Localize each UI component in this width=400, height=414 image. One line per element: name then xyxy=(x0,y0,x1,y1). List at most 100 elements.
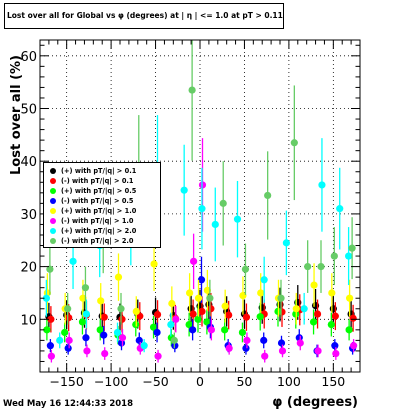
y-tick-label: 20 xyxy=(20,261,37,276)
x-tick-label: 0 xyxy=(196,374,204,389)
data-point xyxy=(277,294,285,302)
data-point xyxy=(206,294,214,302)
data-point xyxy=(310,281,318,289)
data-point xyxy=(282,239,290,247)
legend-item: (+) with pT/|q| > 0.5 xyxy=(44,186,162,196)
data-point xyxy=(219,199,227,207)
data-point xyxy=(318,181,326,189)
data-point xyxy=(198,307,206,315)
data-point xyxy=(330,252,338,260)
legend-label: (-) with pT/|q| > 1.0 xyxy=(61,217,134,225)
data-point xyxy=(203,286,211,294)
data-point xyxy=(78,318,87,326)
data-point xyxy=(194,294,203,302)
data-point xyxy=(309,318,318,326)
legend-marker xyxy=(50,218,56,224)
data-point xyxy=(350,342,358,350)
x-tick-label: −100 xyxy=(94,374,128,389)
data-point xyxy=(257,289,265,297)
data-point xyxy=(292,305,300,313)
data-point xyxy=(82,334,90,342)
data-point xyxy=(69,257,77,265)
legend-marker xyxy=(50,208,56,214)
data-point xyxy=(207,326,215,334)
data-point xyxy=(290,139,298,147)
data-point xyxy=(238,328,247,337)
data-point xyxy=(100,313,108,321)
legend-marker xyxy=(50,188,56,194)
data-point xyxy=(96,326,104,334)
data-point xyxy=(140,342,148,350)
legend: (+) with pT/|q| > 0.1 (-) with pT/|q| > … xyxy=(43,162,161,248)
data-point xyxy=(336,205,344,213)
data-point xyxy=(260,336,268,344)
data-point xyxy=(101,349,109,358)
data-point xyxy=(43,326,51,334)
data-point xyxy=(64,344,72,352)
data-point xyxy=(113,328,122,337)
axes: −150 −100 −50 0 50 100 150 10 20 30 40 50 60 xyxy=(20,39,361,389)
data-point xyxy=(331,312,339,320)
data-point xyxy=(56,336,64,344)
data-point xyxy=(170,336,178,344)
data-point xyxy=(190,257,198,265)
data-point xyxy=(349,314,357,322)
data-point xyxy=(154,352,162,360)
legend-marker xyxy=(50,228,56,234)
data-point xyxy=(327,320,335,329)
data-point xyxy=(42,294,50,302)
data-point xyxy=(118,315,126,323)
data-point xyxy=(132,307,140,315)
data-point xyxy=(135,336,143,344)
legend-marker xyxy=(50,198,56,204)
data-point xyxy=(100,331,108,339)
data-point xyxy=(150,260,158,268)
data-point xyxy=(277,339,286,347)
legend-item: (+) with pT/|q| > 0.1 xyxy=(44,166,162,176)
data-point xyxy=(186,289,194,297)
data-point xyxy=(207,305,215,313)
data-point xyxy=(300,305,308,313)
data-point xyxy=(168,299,176,308)
data-point xyxy=(331,342,339,350)
legend-marker xyxy=(50,178,56,184)
data-point xyxy=(296,339,304,347)
data-point xyxy=(153,328,161,337)
legend-label: (-) with pT/|q| > 0.5 xyxy=(61,197,134,205)
data-point xyxy=(239,291,247,300)
data-point xyxy=(243,336,251,344)
data-markers xyxy=(42,40,358,363)
data-point xyxy=(304,263,312,271)
data-point xyxy=(233,215,242,223)
timestamp: Wed May 16 12:44:33 2018 xyxy=(3,399,134,409)
data-point xyxy=(345,326,353,334)
legend-label: (-) with pT/|q| > 2.0 xyxy=(61,237,134,245)
data-point xyxy=(348,244,356,252)
data-point xyxy=(225,344,233,352)
x-tick-label: 100 xyxy=(277,374,301,389)
data-point xyxy=(118,334,127,342)
data-point xyxy=(167,320,175,329)
legend-marker xyxy=(50,238,56,244)
data-point xyxy=(149,323,158,331)
data-point xyxy=(197,276,206,284)
data-point xyxy=(194,315,202,323)
legend-label: (+) with pT/|q| > 2.0 xyxy=(61,227,137,235)
legend-marker xyxy=(50,168,56,174)
data-point xyxy=(256,313,264,321)
legend-item: (-) with pT/|q| > 0.5 xyxy=(44,196,162,206)
data-point xyxy=(346,294,354,302)
data-point xyxy=(114,273,123,281)
x-tick-label: −50 xyxy=(142,374,168,389)
data-point xyxy=(203,318,211,326)
data-point xyxy=(189,310,197,318)
legend-item: (+) with pT/|q| > 1.0 xyxy=(44,206,162,216)
data-point xyxy=(221,326,229,334)
legend-item: (-) with pT/|q| > 0.1 xyxy=(44,176,162,186)
data-point xyxy=(264,191,272,200)
data-point xyxy=(64,305,72,313)
data-point xyxy=(46,342,54,350)
x-tick-label: 50 xyxy=(236,374,252,389)
legend-item: (-) with pT/|q| > 2.0 xyxy=(44,236,162,246)
y-axis-label: Lost over all (%) xyxy=(9,55,24,175)
